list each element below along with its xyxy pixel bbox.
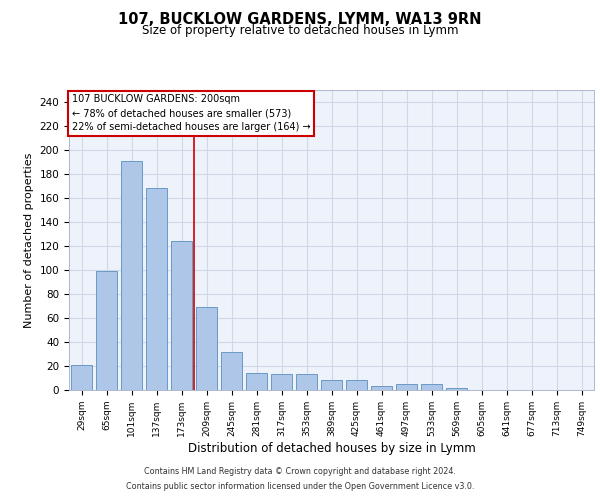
Bar bbox=[421, 384, 442, 390]
Text: Contains public sector information licensed under the Open Government Licence v3: Contains public sector information licen… bbox=[126, 482, 474, 491]
Y-axis label: Number of detached properties: Number of detached properties bbox=[24, 152, 34, 328]
Text: Contains HM Land Registry data © Crown copyright and database right 2024.: Contains HM Land Registry data © Crown c… bbox=[144, 467, 456, 476]
Bar bbox=[371, 386, 392, 390]
Bar bbox=[246, 373, 267, 390]
Bar bbox=[346, 380, 367, 390]
Bar bbox=[271, 374, 292, 390]
Bar bbox=[146, 188, 167, 390]
Bar bbox=[446, 388, 467, 390]
Bar bbox=[171, 241, 192, 390]
X-axis label: Distribution of detached houses by size in Lymm: Distribution of detached houses by size … bbox=[188, 442, 475, 454]
Bar bbox=[96, 271, 117, 390]
Bar bbox=[71, 365, 92, 390]
Bar bbox=[196, 307, 217, 390]
Bar bbox=[121, 161, 142, 390]
Text: 107 BUCKLOW GARDENS: 200sqm
← 78% of detached houses are smaller (573)
22% of se: 107 BUCKLOW GARDENS: 200sqm ← 78% of det… bbox=[71, 94, 310, 132]
Bar bbox=[396, 384, 417, 390]
Text: 107, BUCKLOW GARDENS, LYMM, WA13 9RN: 107, BUCKLOW GARDENS, LYMM, WA13 9RN bbox=[118, 12, 482, 28]
Bar bbox=[296, 374, 317, 390]
Bar bbox=[321, 380, 342, 390]
Text: Size of property relative to detached houses in Lymm: Size of property relative to detached ho… bbox=[142, 24, 458, 37]
Bar bbox=[221, 352, 242, 390]
